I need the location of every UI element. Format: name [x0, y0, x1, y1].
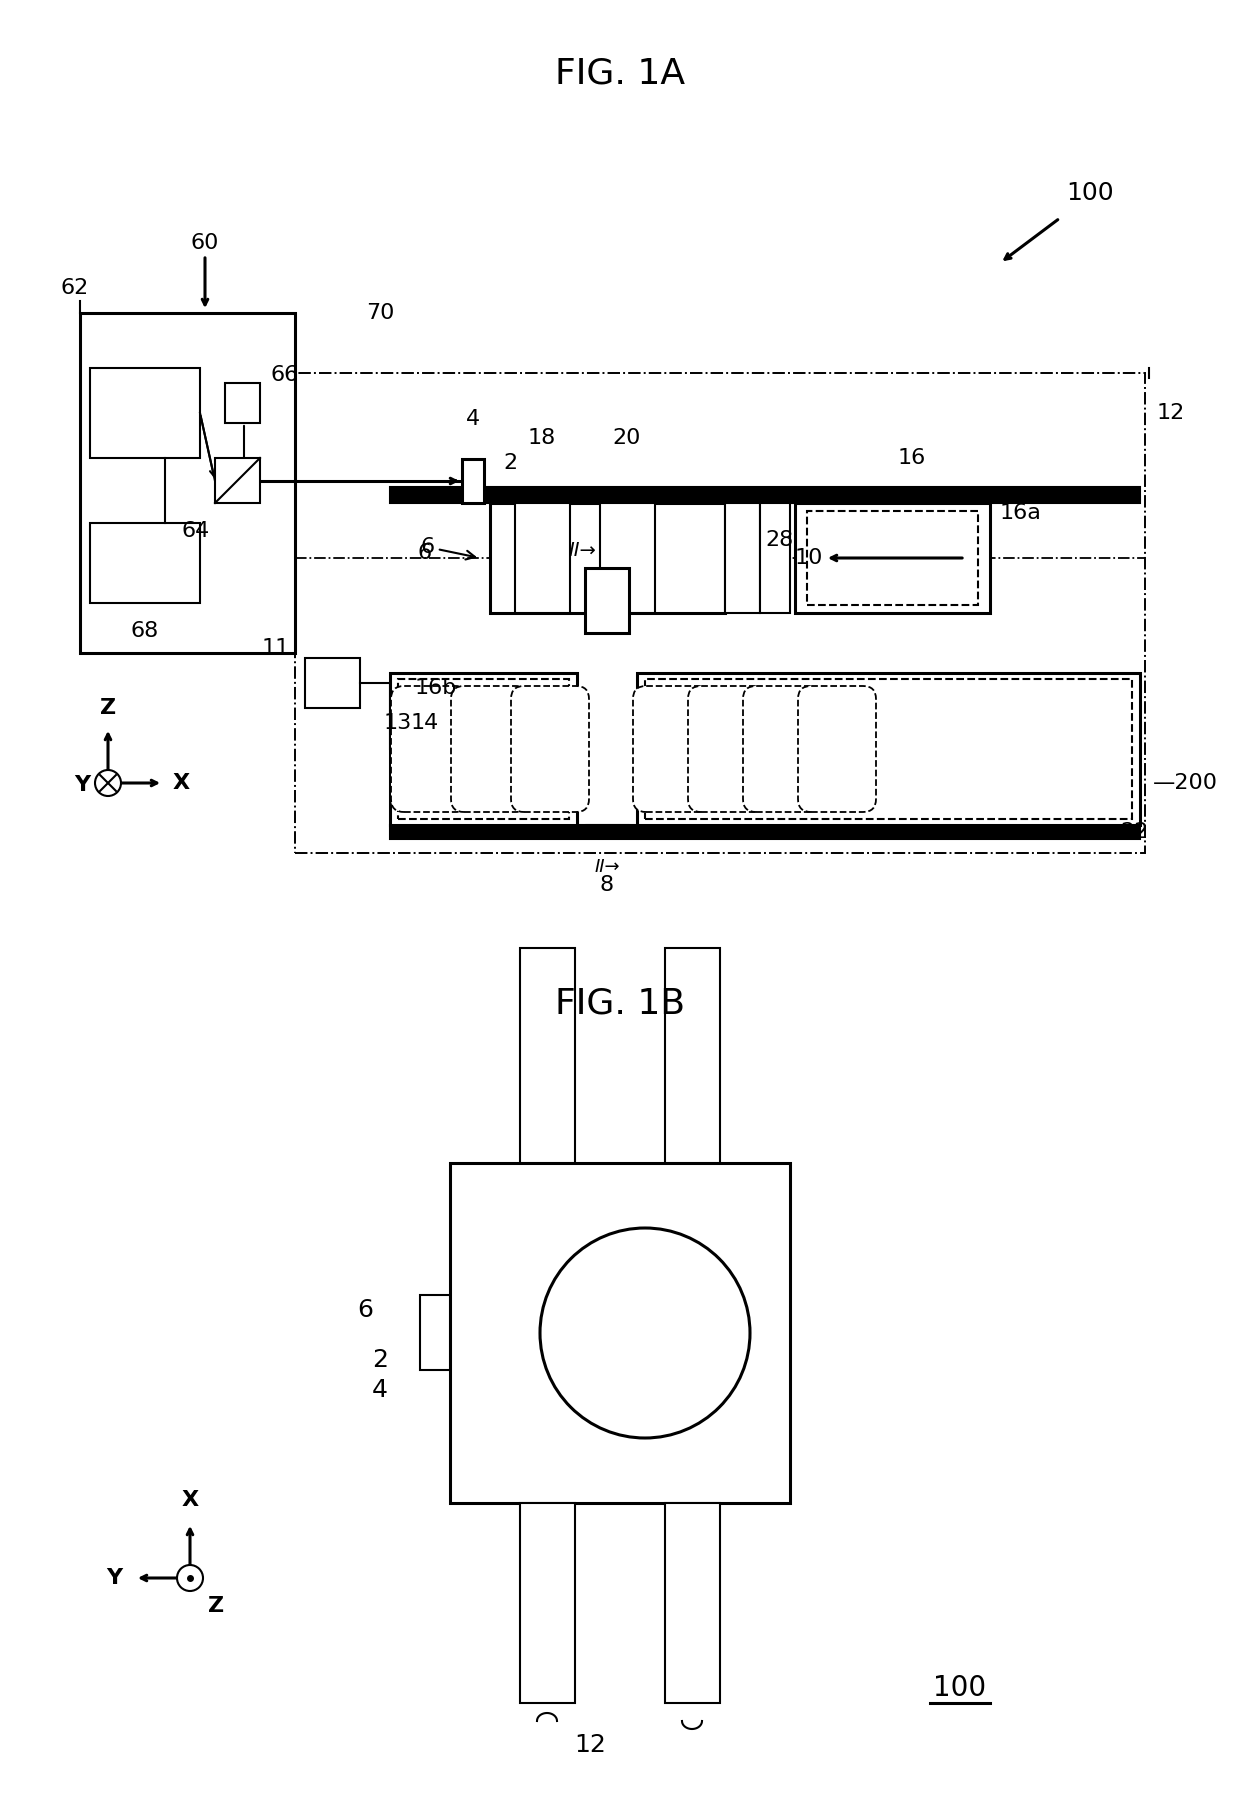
FancyBboxPatch shape: [391, 687, 469, 812]
Text: 4: 4: [466, 409, 480, 429]
Bar: [520, 948, 575, 1164]
Bar: [305, 658, 360, 708]
Bar: [224, 384, 260, 423]
Text: 100: 100: [934, 1675, 987, 1702]
Bar: [807, 511, 978, 604]
Bar: [215, 457, 260, 504]
Circle shape: [539, 1228, 750, 1438]
Bar: [391, 672, 577, 825]
Text: II→: II→: [568, 540, 596, 559]
Bar: [398, 680, 569, 819]
Text: 2: 2: [503, 454, 517, 473]
Text: 6: 6: [357, 1298, 373, 1321]
Text: 22: 22: [1120, 821, 1148, 843]
Text: —200: —200: [1153, 773, 1218, 793]
Bar: [515, 504, 570, 613]
Text: X: X: [174, 773, 190, 793]
Text: 68: 68: [131, 620, 159, 642]
Bar: [295, 373, 1145, 853]
FancyBboxPatch shape: [799, 687, 875, 812]
Text: FIG. 1B: FIG. 1B: [556, 986, 684, 1020]
Circle shape: [177, 1565, 203, 1590]
Bar: [91, 368, 200, 457]
Bar: [795, 504, 990, 613]
Bar: [665, 948, 720, 1164]
Text: 12: 12: [1157, 403, 1185, 423]
Bar: [490, 504, 725, 613]
Text: 16: 16: [898, 448, 926, 468]
Text: Y: Y: [105, 1569, 122, 1589]
Circle shape: [95, 769, 122, 796]
Bar: [725, 504, 760, 613]
Text: 62: 62: [61, 278, 89, 298]
Text: 20: 20: [613, 429, 641, 448]
Text: 64: 64: [182, 522, 210, 541]
Bar: [665, 1503, 720, 1703]
Bar: [391, 488, 1140, 504]
Text: II→: II→: [594, 859, 620, 877]
FancyBboxPatch shape: [511, 687, 589, 812]
Text: 6: 6: [418, 543, 432, 563]
Text: 2: 2: [372, 1348, 388, 1372]
Text: 100: 100: [1066, 181, 1114, 204]
Text: 28: 28: [765, 531, 794, 550]
FancyBboxPatch shape: [451, 687, 529, 812]
Text: 16a: 16a: [999, 504, 1042, 524]
Bar: [637, 672, 1140, 825]
Bar: [463, 459, 484, 504]
FancyBboxPatch shape: [743, 687, 821, 812]
Text: 60: 60: [191, 233, 219, 253]
Text: X: X: [181, 1490, 198, 1510]
FancyBboxPatch shape: [632, 687, 711, 812]
Bar: [585, 568, 629, 633]
Text: 8: 8: [600, 875, 614, 895]
FancyBboxPatch shape: [688, 687, 766, 812]
Text: Y: Y: [74, 775, 91, 794]
Text: 11: 11: [262, 638, 290, 658]
Bar: [520, 1503, 575, 1703]
Text: 16b: 16b: [415, 678, 458, 697]
Text: 66: 66: [270, 366, 299, 385]
Text: Z: Z: [208, 1596, 224, 1615]
Text: 18: 18: [528, 429, 556, 448]
Text: 14: 14: [410, 714, 439, 733]
Bar: [420, 1295, 450, 1370]
Bar: [645, 680, 1132, 819]
Text: 70: 70: [366, 303, 394, 323]
Text: 12: 12: [574, 1734, 606, 1757]
Text: 4: 4: [372, 1379, 388, 1402]
Bar: [600, 504, 655, 613]
Text: 6: 6: [420, 536, 475, 559]
Bar: [391, 825, 1140, 839]
Bar: [91, 524, 200, 602]
Bar: [450, 1164, 790, 1503]
Text: 13: 13: [384, 714, 412, 733]
Text: Z: Z: [100, 697, 117, 717]
Bar: [81, 314, 295, 653]
Bar: [760, 504, 790, 613]
Text: FIG. 1A: FIG. 1A: [556, 56, 684, 90]
Text: 10: 10: [795, 549, 823, 568]
